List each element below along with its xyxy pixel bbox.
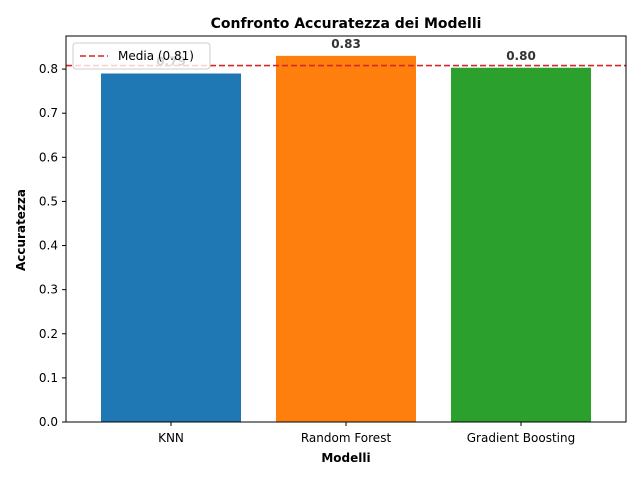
x-tick-label: KNN	[158, 431, 184, 445]
chart-title: Confronto Accuratezza dei Modelli	[211, 16, 482, 32]
x-tick-label: Gradient Boosting	[467, 431, 575, 445]
y-tick-label: 0.1	[39, 371, 58, 385]
legend-label: Media (0.81)	[118, 49, 194, 63]
y-tick-label: 0.0	[39, 415, 58, 429]
y-tick-label: 0.5	[39, 194, 58, 208]
bar-random-forest	[276, 55, 416, 422]
x-axis-label: Modelli	[321, 451, 370, 465]
x-tick-label: Random Forest	[301, 431, 392, 445]
y-tick-label: 0.6	[39, 150, 58, 164]
data-label-random-forest: 0.83	[331, 37, 361, 51]
y-tick-label: 0.4	[39, 239, 58, 253]
y-tick-label: 0.3	[39, 283, 58, 297]
y-tick-label: 0.7	[39, 106, 58, 120]
legend: Media (0.81)	[72, 42, 211, 70]
y-axis-label: Accuratezza	[14, 189, 28, 271]
y-tick-label: 0.2	[39, 327, 58, 341]
bar-gradient-boosting	[451, 67, 591, 423]
bar-knn	[101, 73, 241, 423]
y-tick-label: 0.8	[39, 62, 58, 76]
plot-area: 0.790.830.800.00.10.20.30.40.50.60.70.8K…	[39, 35, 627, 445]
legend-box	[72, 42, 211, 70]
data-label-gradient-boosting: 0.80	[506, 49, 536, 63]
